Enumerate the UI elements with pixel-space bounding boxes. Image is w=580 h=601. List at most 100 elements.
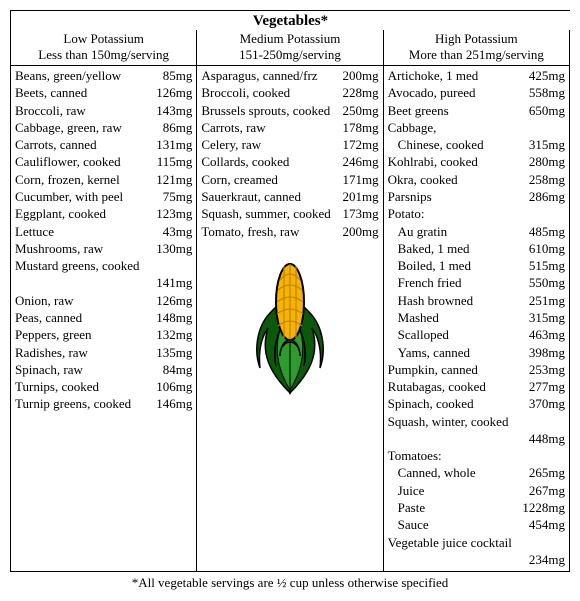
table-row: Broccoli, cooked 228mg xyxy=(201,84,378,101)
table-row: Beets, canned126mg xyxy=(15,84,192,101)
item-name: Broccoli, cooked xyxy=(201,84,290,101)
item-value: 315mg xyxy=(529,136,565,153)
item-value: 558mg xyxy=(529,84,565,101)
table-row: Cauliflower, cooked115mg xyxy=(15,153,192,170)
item-value: 277mg xyxy=(529,378,565,395)
table-row: Onion, raw126mg xyxy=(15,292,192,309)
item-name: Canned, whole xyxy=(388,464,476,481)
table-row: Potato: xyxy=(388,205,565,222)
item-value: 148mg xyxy=(156,309,192,326)
item-value: 86mg xyxy=(163,119,193,136)
item-value: 246mg xyxy=(343,153,379,170)
table-row: Carrots, canned131mg xyxy=(15,136,192,153)
corn-icon xyxy=(249,258,331,398)
table-row: Radishes, raw135mg xyxy=(15,344,192,361)
table-row: Parsnips286mg xyxy=(388,188,565,205)
item-name: Squash, summer, cooked xyxy=(201,205,330,222)
table-row: Carrots, raw 178mg xyxy=(201,119,378,136)
footnote: *All vegetable servings are ½ cup unless… xyxy=(10,572,570,591)
item-value: 280mg xyxy=(529,153,565,170)
item-value: 234mg xyxy=(529,551,565,568)
table-row: Sauce454mg xyxy=(388,516,565,533)
item-value: 253mg xyxy=(529,361,565,378)
item-value: 135mg xyxy=(156,344,192,361)
high-potassium-column: High Potassium More than 251mg/serving A… xyxy=(384,30,570,571)
table-row: Mustard greens, cooked xyxy=(15,257,192,274)
item-value: 463mg xyxy=(529,326,565,343)
table-row: French fried550mg xyxy=(388,274,565,291)
item-value: 115mg xyxy=(157,153,193,170)
table-row: Juice267mg xyxy=(388,482,565,499)
item-value: 178mg xyxy=(343,119,379,136)
item-name: Kohlrabi, cooked xyxy=(388,153,478,170)
item-value: 315mg xyxy=(529,309,565,326)
table-row: Sauerkraut, canned201mg xyxy=(201,188,378,205)
item-name: Squash, winter, cooked xyxy=(388,413,509,430)
item-value: 43mg xyxy=(163,223,193,240)
item-value: 251mg xyxy=(529,292,565,309)
table-row: Baked, 1 med610mg xyxy=(388,240,565,257)
item-value: 130mg xyxy=(156,240,192,257)
header-line-1: Low Potassium xyxy=(11,31,196,47)
item-name: Mashed xyxy=(388,309,439,326)
item-name: Lettuce xyxy=(15,223,54,240)
item-name: Corn, creamed xyxy=(201,171,278,188)
item-value: 84mg xyxy=(163,361,193,378)
item-value: 171mg xyxy=(343,171,379,188)
table-row: Vegetable juice cocktail xyxy=(388,534,565,551)
table-row: Peppers, green132mg xyxy=(15,326,192,343)
table-row: Peas, canned 148mg xyxy=(15,309,192,326)
header-line-1: Medium Potassium xyxy=(197,31,382,47)
table-row: Au gratin485mg xyxy=(388,223,565,240)
header-line-2: Less than 150mg/serving xyxy=(11,47,196,63)
header-line-2: 151-250mg/serving xyxy=(197,47,382,63)
item-name: Peas, canned xyxy=(15,309,82,326)
table-row: Pumpkin, canned253mg xyxy=(388,361,565,378)
table-row: Paste1228mg xyxy=(388,499,565,516)
table-row: Boiled, 1 med515mg xyxy=(388,257,565,274)
item-name: Corn, frozen, kernel xyxy=(15,171,120,188)
table-row: Mashed 315mg xyxy=(388,309,565,326)
item-name: Chinese, cooked xyxy=(388,136,484,153)
item-value: 146mg xyxy=(156,395,192,412)
item-value: 398mg xyxy=(529,344,565,361)
item-value: 267mg xyxy=(529,482,565,499)
item-value: 143mg xyxy=(156,102,192,119)
item-value: 75mg xyxy=(163,188,193,205)
item-name: Vegetable juice cocktail xyxy=(388,534,512,551)
item-name: Avocado, pureed xyxy=(388,84,476,101)
column-body: Asparagus, canned/frz200mgBroccoli, cook… xyxy=(197,65,382,538)
item-name: Hash browned xyxy=(388,292,473,309)
table-row: Corn, frozen, kernel121mg xyxy=(15,171,192,188)
table-title: Vegetables* xyxy=(11,11,570,30)
table-row: Yams, canned 398mg xyxy=(388,344,565,361)
item-name: Spinach, raw xyxy=(15,361,83,378)
table-row: Squash, winter, cooked xyxy=(388,413,565,430)
item-value: 228mg xyxy=(343,84,379,101)
table-row: Chinese, cooked 315mg xyxy=(388,136,565,153)
item-name: Au gratin xyxy=(388,223,447,240)
item-name: Cucumber, with peel xyxy=(15,188,123,205)
item-name: Beans, green/yellow xyxy=(15,67,121,84)
table-row: Tomatoes: xyxy=(388,447,565,464)
item-name: French fried xyxy=(388,274,462,291)
item-value: 172mg xyxy=(343,136,379,153)
item-value: 141mg xyxy=(156,274,192,291)
table-row: Beet greens650mg xyxy=(388,102,565,119)
item-name: Tomato, fresh, raw xyxy=(201,223,299,240)
item-name: Carrots, raw xyxy=(201,119,265,136)
column-body: Beans, green/yellow85mgBeets, canned126m… xyxy=(11,65,196,538)
item-value: 610mg xyxy=(529,240,565,257)
table-row: Turnips, cooked106mg xyxy=(15,378,192,395)
table-row: Spinach, cooked370mg xyxy=(388,395,565,412)
item-value: 173mg xyxy=(343,205,379,222)
column-header: High Potassium More than 251mg/serving xyxy=(384,30,569,65)
table-row: Cabbage, green, raw86mg xyxy=(15,119,192,136)
table-row: Beans, green/yellow85mg xyxy=(15,67,192,84)
item-name: Yams, canned xyxy=(388,344,470,361)
column-header: Medium Potassium 151-250mg/serving xyxy=(197,30,382,65)
table-row: 234mg xyxy=(388,551,565,568)
item-name: Peppers, green xyxy=(15,326,92,343)
header-line-1: High Potassium xyxy=(384,31,569,47)
item-value: 370mg xyxy=(529,395,565,412)
